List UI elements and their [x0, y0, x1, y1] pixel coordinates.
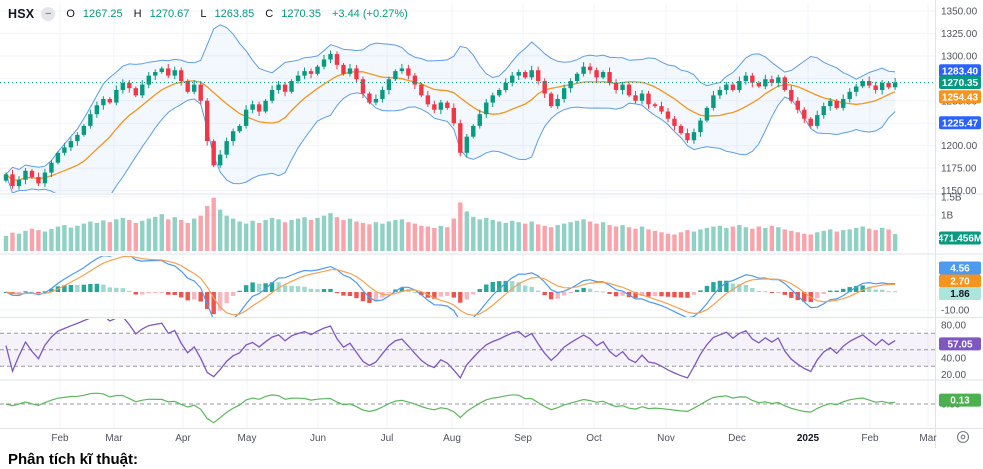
- macd-signal-line: [5, 256, 896, 316]
- svg-text:Mar: Mar: [105, 433, 123, 444]
- open-value: 1267.25: [82, 8, 123, 20]
- oscillator-line: [5, 392, 896, 424]
- svg-text:1270.35: 1270.35: [942, 78, 979, 89]
- low-label: L: [200, 8, 207, 20]
- rsi-panel: [0, 319, 935, 379]
- change-value: +3.44 (+0.27%): [331, 8, 408, 20]
- time-axis[interactable]: [0, 429, 983, 449]
- svg-text:1300.00: 1300.00: [941, 51, 978, 62]
- axis-badge: [939, 64, 981, 78]
- svg-text:40.00: 40.00: [941, 354, 966, 365]
- high-value: 1270.67: [149, 8, 190, 20]
- oscillator-panel: [0, 392, 935, 424]
- panel-separators: [0, 0, 983, 448]
- macd-lines: [5, 256, 896, 317]
- close-value: 1270.35: [281, 8, 321, 20]
- bb-upper-line: [5, 24, 896, 175]
- macd-histogram: [3, 280, 898, 315]
- close-label: C: [265, 8, 274, 20]
- candlestick-series: [3, 50, 898, 190]
- svg-text:4.56: 4.56: [950, 264, 970, 275]
- macd-line: [5, 256, 896, 317]
- bb-basis-line: [5, 71, 896, 181]
- low-value: 1263.85: [214, 8, 255, 20]
- svg-text:Aug: Aug: [443, 433, 461, 444]
- bb-lower-line: [5, 92, 896, 193]
- axis-badge: [939, 75, 981, 89]
- svg-text:2025: 2025: [797, 433, 820, 444]
- bollinger-bands: [5, 24, 896, 193]
- svg-text:1150.00: 1150.00: [941, 186, 977, 197]
- axis-badge: [939, 274, 981, 288]
- svg-text:-10.00: -10.00: [941, 306, 970, 317]
- svg-text:57.05: 57.05: [947, 339, 972, 350]
- svg-text:0.13: 0.13: [950, 396, 970, 407]
- svg-text:Jun: Jun: [310, 433, 326, 444]
- svg-text:471.456M: 471.456M: [938, 234, 982, 245]
- rsi-line: [5, 319, 896, 379]
- svg-text:1.86: 1.86: [950, 289, 970, 300]
- symbol-legend[interactable]: HSX – O 1267.25 H 1270.67 L 1263.85 C 12…: [8, 7, 408, 21]
- svg-text:Dec: Dec: [728, 433, 746, 444]
- svg-text:1.5B: 1.5B: [941, 193, 962, 204]
- svg-text:May: May: [238, 433, 257, 444]
- svg-text:1254.43: 1254.43: [942, 92, 979, 103]
- svg-text:1175.00: 1175.00: [941, 164, 977, 175]
- high-label: H: [133, 8, 142, 20]
- axis-badge: [939, 231, 981, 245]
- analysis-title: Phân tích kĩ thuật:: [8, 451, 139, 468]
- svg-text:Mar: Mar: [919, 433, 937, 444]
- svg-text:Jul: Jul: [381, 433, 394, 444]
- symbol-label[interactable]: HSX: [8, 7, 35, 21]
- svg-text:1B: 1B: [941, 211, 954, 222]
- bb-fill: [6, 24, 896, 193]
- axis-badge: [939, 261, 981, 275]
- svg-text:Feb: Feb: [51, 433, 69, 444]
- svg-text:1350.00: 1350.00: [941, 7, 978, 18]
- volume-series: [3, 197, 898, 251]
- svg-text:1225.47: 1225.47: [942, 118, 979, 129]
- open-label: O: [66, 8, 75, 20]
- chart-canvas[interactable]: 1350.001325.001300.001275.001250.001225.…: [0, 0, 983, 450]
- svg-text:Apr: Apr: [175, 433, 191, 444]
- svg-text:1325.00: 1325.00: [941, 29, 978, 40]
- axis-badge: [939, 337, 981, 351]
- svg-text:80.00: 80.00: [941, 321, 966, 332]
- svg-text:1200.00: 1200.00: [941, 141, 978, 152]
- axis-badge: [939, 287, 981, 300]
- svg-text:Feb: Feb: [861, 433, 879, 444]
- svg-text:Sep: Sep: [514, 433, 532, 444]
- svg-text:Nov: Nov: [657, 433, 675, 444]
- axis-badge: [939, 116, 981, 130]
- svg-text:Oct: Oct: [586, 433, 602, 444]
- axis-badge: [939, 90, 981, 104]
- time-axis-labels: Feb Mar Apr May Jun Jul Aug Sep Oct Nov Dec 2025 Feb…: [51, 433, 937, 444]
- svg-text:1283.40: 1283.40: [942, 66, 979, 77]
- axis-settings-icon[interactable]: [956, 430, 970, 444]
- gridlines: [0, 4, 935, 428]
- indicator-visibility-icon[interactable]: –: [41, 7, 56, 21]
- svg-text:2.70: 2.70: [950, 277, 970, 288]
- svg-text:20.00: 20.00: [941, 370, 966, 381]
- axis-badge: [939, 393, 981, 407]
